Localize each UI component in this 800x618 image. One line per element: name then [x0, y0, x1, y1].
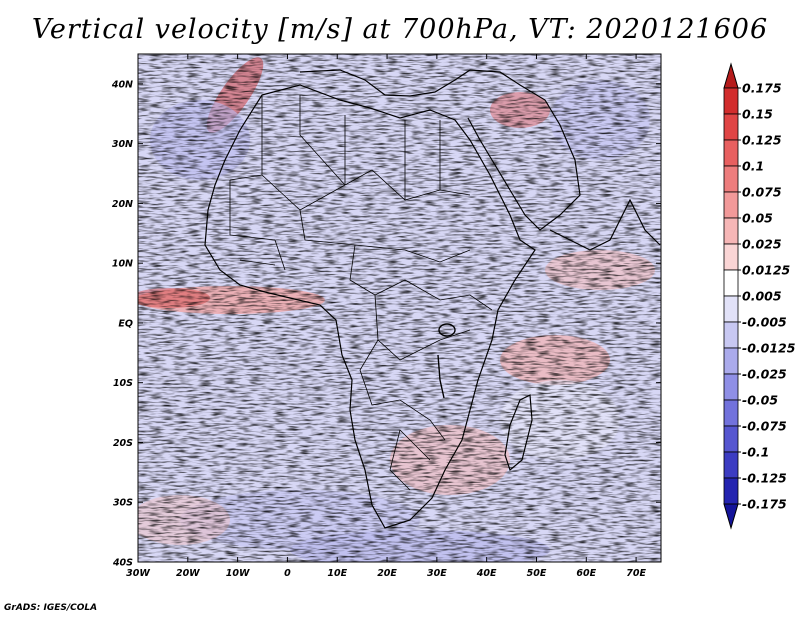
lon-tick-label: 10E [327, 568, 347, 579]
colorbar-segment [723, 243, 739, 271]
footer-credit: GrADS: IGES/COLA [4, 603, 98, 613]
colorbar-bottom-arrow [723, 503, 739, 530]
lon-tick-label: 30W [126, 568, 150, 579]
colorbar-label: -0.1 [742, 445, 769, 460]
colorbar-top-arrow [723, 62, 739, 89]
colorbar-segment [723, 295, 739, 323]
colorbar-label: 0.1 [742, 159, 764, 174]
colorbar-segment [723, 113, 739, 141]
colorbar-label: -0.075 [742, 419, 787, 434]
colorbar-label: 0.15 [742, 107, 773, 122]
colorbar-segment [723, 347, 739, 375]
map-field [138, 54, 661, 562]
lon-tick-label: 60E [576, 568, 596, 579]
lat-tick-label: 40S [112, 558, 133, 569]
country-borders [229, 95, 493, 491]
colorbar-label: -0.125 [742, 471, 787, 486]
colorbar-segment [723, 425, 739, 453]
colorbar-label: 0.05 [742, 211, 773, 226]
colorbar-segment [723, 373, 739, 401]
colorbar-segment [723, 477, 739, 505]
colorbar-segment [723, 399, 739, 427]
lat-tick-label: 20N [112, 199, 133, 210]
colorbar-label: 0.125 [742, 133, 782, 148]
colorbar-segment [723, 269, 739, 297]
lat-tick-label: 30N [112, 139, 133, 150]
lat-tick-label: EQ [118, 318, 133, 329]
longitude-axis: 30W 20W 10W 0 10E 20E 30E 40E 50E 60E 70E [126, 54, 646, 579]
colorbar-label: -0.05 [742, 393, 778, 408]
colorbar-label: 0.175 [742, 81, 782, 96]
chart-title: Vertical velocity [m/s] at 700hPa, VT: 2… [31, 14, 769, 45]
colorbar-segment [723, 139, 739, 167]
lon-tick-label: 30E [427, 568, 447, 579]
colorbar-segment [723, 321, 739, 349]
colorbar-label: -0.175 [742, 497, 787, 512]
lon-tick-label: 20W [176, 568, 200, 579]
colorbar-label: -0.005 [742, 315, 787, 330]
lat-tick-label: 40N [111, 79, 133, 90]
coastline-madagascar [504, 394, 533, 472]
lat-tick-label: 10N [112, 259, 133, 270]
lat-tick-label: 30S [113, 498, 133, 509]
lon-tick-label: 70E [626, 568, 646, 579]
colorbar: 0.175 0.15 0.125 0.1 0.075 0.05 0.025 0.0125 0.0… [723, 62, 796, 530]
map-frame [137, 53, 662, 563]
coastline-india [549, 198, 661, 251]
colorbar-label: 0.005 [742, 289, 782, 304]
colorbar-label: -0.0125 [742, 341, 796, 356]
colorbar-segment [723, 165, 739, 193]
lon-tick-label: 50E [527, 568, 547, 579]
lon-tick-label: 40E [476, 568, 497, 579]
colorbar-segment [723, 87, 739, 115]
colorbar-label: 0.0125 [742, 263, 791, 278]
lon-tick-label: 0 [284, 568, 291, 579]
colorbar-segment [723, 451, 739, 479]
colorbar-label: 0.025 [742, 237, 782, 252]
colorbar-label: 0.075 [742, 185, 782, 200]
colorbar-segment [723, 217, 739, 245]
latitude-axis: 40N 30N 20N 10N EQ 10S 20S 30S 40S [111, 79, 661, 569]
lat-tick-label: 20S [113, 438, 133, 449]
colorbar-label: -0.025 [742, 367, 787, 382]
lon-tick-label: 20E [377, 568, 397, 579]
lakes [437, 323, 456, 399]
colorbar-segment [723, 191, 739, 219]
coastline-africa [204, 69, 661, 529]
coastline-eurasia [299, 69, 581, 231]
lon-tick-label: 10W [226, 568, 250, 579]
lat-tick-label: 10S [113, 378, 133, 389]
